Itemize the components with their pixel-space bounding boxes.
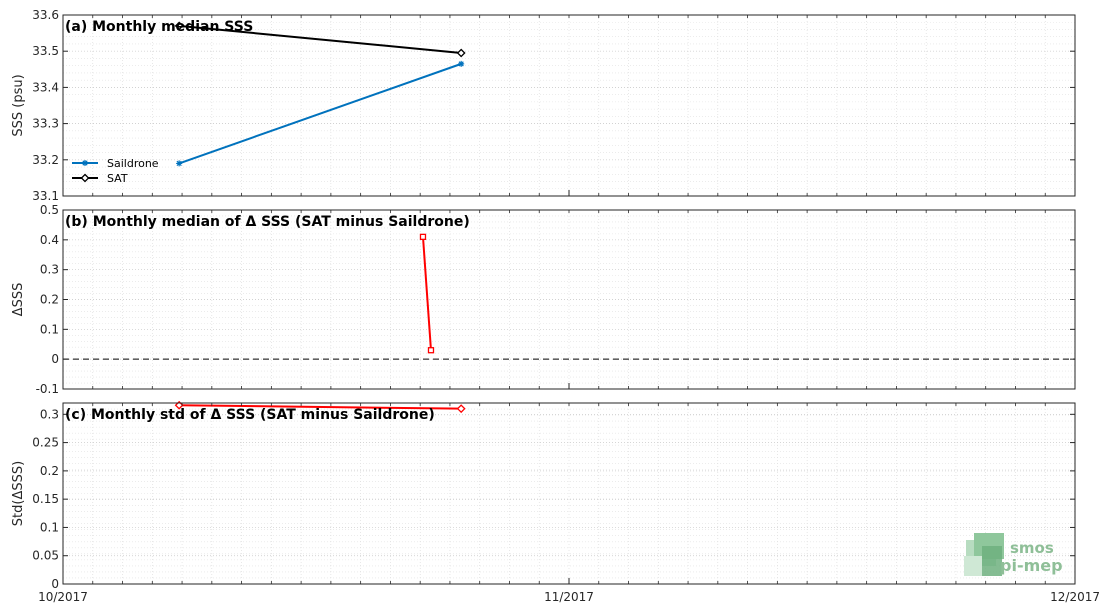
series-saildrone [176, 60, 465, 167]
y-tick-label: 0.2 [40, 464, 59, 478]
data-point [419, 233, 427, 241]
series-line [421, 236, 432, 351]
y-axis-label: SSS (psu) [11, 74, 26, 136]
series-delta-0 [174, 400, 466, 414]
y-tick-label: 0 [51, 352, 59, 366]
y-tick-label: 0.3 [40, 263, 59, 277]
panel-b-delta-sss: -0.1 0 0.1 0.2 0.3 0.4 0.5 (b) Monthly median o… [11, 203, 1076, 396]
y-tick-label: 33.6 [32, 8, 59, 22]
y-tick-label: 33.4 [32, 80, 59, 94]
y-axis-label: ΔSSS [11, 283, 26, 317]
data-point [174, 21, 184, 31]
legend-marker [80, 173, 90, 183]
y-tick-label: 0.3 [40, 407, 59, 421]
y-tick-label: 33.5 [32, 44, 59, 58]
data-point [174, 400, 184, 410]
legend: Saildrone SAT [72, 157, 159, 185]
data-point [456, 404, 466, 414]
plot-area [63, 210, 1075, 389]
panel-a-sss: 33.1 33.2 33.3 33.4 33.5 33.6 (a) Monthly medi… [11, 8, 1076, 203]
panel-c-std-delta-sss: 0 0.05 0.1 0.15 0.2 0.25 0.3 (c) Monthly std of… [11, 400, 1076, 591]
data-point [456, 48, 466, 58]
series-sat [174, 21, 466, 58]
smos-pi-mep-logo: smos pi-mep [964, 533, 1063, 576]
y-tick-label: 0.15 [32, 492, 59, 506]
series-line [179, 404, 462, 410]
grid [62, 403, 1076, 585]
y-tick-label: 0.2 [40, 293, 59, 307]
y-tick-label: 0 [51, 577, 59, 591]
series-delta-0 [419, 233, 435, 354]
panel-title: (c) Monthly std of Δ SSS (SAT minus Sail… [65, 407, 435, 423]
y-tick-label: 0.1 [40, 520, 59, 534]
y-tick-label: 33.3 [32, 117, 59, 131]
x-tick-label: 12/2017 [1050, 590, 1100, 604]
y-tick-label: 0.25 [32, 436, 59, 450]
series-line [178, 62, 462, 165]
grid [62, 14, 1076, 197]
legend-entry: Saildrone [107, 157, 159, 170]
logo-text-smos: smos [1010, 539, 1054, 557]
legend-marker [82, 160, 88, 166]
y-tick-label: 0.1 [40, 322, 59, 336]
y-tick-label: 33.2 [32, 153, 59, 167]
series-line [179, 24, 462, 55]
y-tick-label: 33.1 [32, 189, 59, 203]
y-tick-label: 0.05 [32, 549, 59, 563]
x-tick-label: 10/2017 [38, 590, 88, 604]
data-point [176, 160, 183, 167]
panel-title: (b) Monthly median of Δ SSS (SAT minus S… [65, 214, 470, 230]
legend-entry: SAT [107, 172, 128, 185]
x-tick-label: 11/2017 [544, 590, 594, 604]
y-axis-label: Std(ΔSSS) [11, 461, 26, 526]
data-point [458, 60, 465, 67]
logo-text-pi-mep: pi-mep [1000, 556, 1063, 575]
y-tick-label: 0.4 [40, 233, 59, 247]
y-tick-label: 0.5 [40, 203, 59, 217]
panel-title: (a) Monthly median SSS [65, 19, 253, 35]
data-point [427, 347, 435, 354]
y-tick-label: -0.1 [36, 382, 59, 396]
